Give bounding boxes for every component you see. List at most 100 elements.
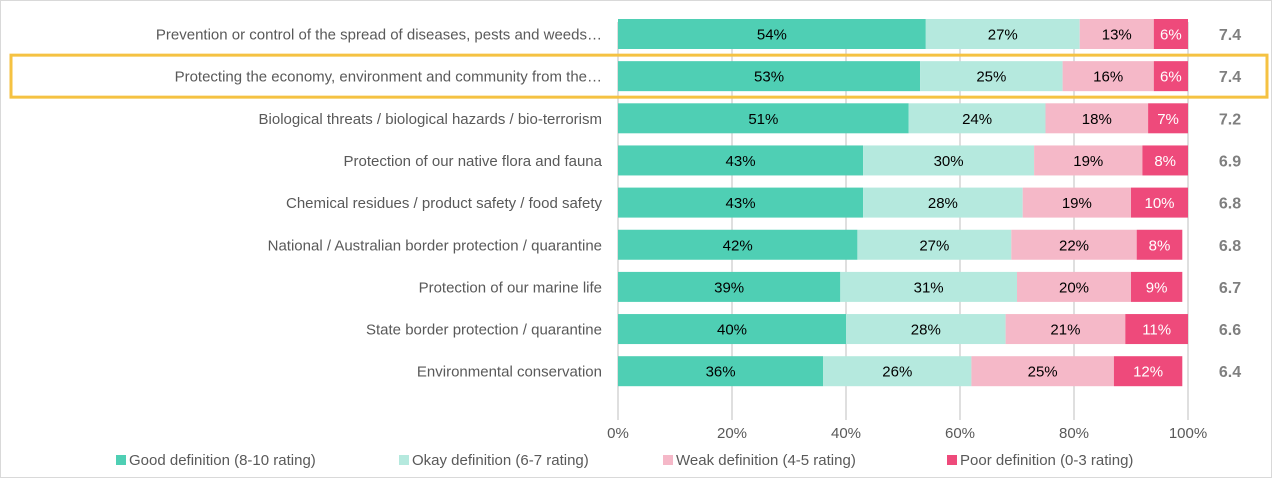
bar-segment-weak: [1079, 19, 1154, 49]
category-label: Protection of our marine life: [419, 279, 602, 296]
bar-segment-okay: [920, 61, 1063, 92]
bar-segment-weak: [1022, 187, 1131, 218]
data-label: 43%: [726, 153, 756, 170]
bar-segment-good: [618, 187, 864, 218]
category-label: Protecting the economy, environment and …: [175, 69, 602, 86]
category-label: National / Australian border protection …: [268, 237, 602, 254]
bar-segment-weak: [1045, 103, 1149, 134]
highlight-box-outline: [9, 53, 1269, 99]
data-label: 42%: [723, 237, 753, 254]
bar-segment-weak: [1062, 61, 1154, 92]
data-label: 27%: [919, 237, 949, 254]
category-label: Biological threats / biological hazards …: [259, 111, 602, 128]
data-label: 13%: [1102, 27, 1132, 44]
bar-segment-okay: [863, 187, 1023, 218]
bar-segment-poor: [1131, 187, 1188, 218]
data-label: 18%: [1082, 111, 1112, 128]
data-label: 12%: [1133, 364, 1163, 381]
bar-segment-poor: [1148, 103, 1188, 134]
category-label: Protection of our native flora and fauna: [343, 153, 602, 170]
bar-segment-weak: [1017, 271, 1131, 302]
bar-segment-good: [618, 314, 846, 345]
data-label: 8%: [1149, 237, 1171, 254]
category-label: Prevention or control of the spread of d…: [156, 27, 602, 44]
mean-score: 6.7: [1219, 280, 1241, 297]
bar-segment-poor: [1125, 314, 1188, 345]
category-label: Chemical residues / product safety / foo…: [286, 195, 602, 212]
legend-swatch-poor: [947, 455, 957, 465]
data-label: 22%: [1059, 237, 1089, 254]
mean-score: 6.8: [1219, 196, 1241, 213]
mean-scores: 7.4 7.4 7.2 6.9 6.8 6.8 6.7 6.6 6.4: [1219, 27, 1241, 381]
x-tick-label: 60%: [945, 425, 975, 442]
bar-segment-okay: [846, 314, 1006, 345]
mean-score: 6.8: [1219, 238, 1241, 255]
x-tick-label: 80%: [1059, 425, 1089, 442]
bar-segment-poor: [1113, 356, 1183, 387]
legend: Good definition (8-10 rating) Okay defini…: [116, 452, 1133, 469]
legend-label: Poor definition (0-3 rating): [960, 452, 1133, 469]
bar-segment-good: [618, 271, 841, 302]
bar-segment-poor: [1136, 229, 1183, 260]
data-label: 20%: [1059, 279, 1089, 296]
category-label: Environmental conservation: [417, 364, 602, 381]
bar-segment-weak: [1005, 314, 1126, 345]
mean-score: 7.2: [1219, 111, 1241, 128]
data-label: 54%: [757, 27, 787, 44]
bars: 54% 27% 13% 6% 53% 25% 16% 6% 51% 24% 18% 7% 43% 30% 1…: [618, 19, 1188, 387]
legend-label: Good definition (8-10 rating): [129, 452, 316, 469]
data-label: 36%: [706, 364, 736, 381]
data-label: 24%: [962, 111, 992, 128]
bar-segment-weak: [1011, 229, 1137, 260]
x-tick-label: 100%: [1169, 425, 1207, 442]
bar-segment-good: [618, 145, 864, 176]
mean-score: 7.4: [1219, 69, 1241, 86]
data-label: 8%: [1154, 153, 1176, 170]
legend-swatch-weak: [663, 455, 673, 465]
data-label: 19%: [1062, 195, 1092, 212]
data-label: 51%: [748, 111, 778, 128]
data-label: 43%: [726, 195, 756, 212]
data-label: 7%: [1157, 111, 1179, 128]
category-labels: Prevention or control of the spread of d…: [156, 27, 603, 381]
data-label: 6%: [1160, 27, 1182, 44]
data-label: 30%: [934, 153, 964, 170]
legend-label: Okay definition (6-7 rating): [412, 452, 589, 469]
bar-segment-good: [618, 229, 858, 260]
data-label: 31%: [914, 279, 944, 296]
data-label: 39%: [714, 279, 744, 296]
bar-segment-okay: [823, 356, 972, 387]
bar-segment-weak: [1034, 145, 1143, 176]
bar-segment-okay: [925, 19, 1080, 49]
bar-segment-poor: [1153, 19, 1188, 49]
legend-swatch-good: [116, 455, 126, 465]
data-label: 6%: [1160, 69, 1182, 86]
highlight-box: [9, 53, 1269, 99]
data-label: 25%: [976, 69, 1006, 86]
mean-score: 6.6: [1219, 322, 1241, 339]
legend-label: Weak definition (4-5 rating): [676, 452, 856, 469]
bar-segment-poor: [1153, 61, 1188, 92]
bar-segment-good: [618, 19, 926, 49]
bar-segment-okay: [857, 229, 1012, 260]
data-label: 28%: [928, 195, 958, 212]
data-label: 19%: [1073, 153, 1103, 170]
x-tick-label: 40%: [831, 425, 861, 442]
data-label: 10%: [1144, 195, 1174, 212]
x-axis-ticks: 0% 20% 40% 60% 80% 100%: [607, 425, 1207, 442]
bar-segment-okay: [863, 145, 1035, 176]
bar-segment-weak: [971, 356, 1114, 387]
bar-segment-good: [618, 103, 909, 134]
bar-segment-poor: [1142, 145, 1188, 176]
x-tick-label: 0%: [607, 425, 629, 442]
bar-segment-good: [618, 356, 824, 387]
category-label: State border protection / quarantine: [366, 322, 602, 339]
data-label: 53%: [754, 69, 784, 86]
x-tick-label: 20%: [717, 425, 747, 442]
data-label: 28%: [911, 322, 941, 339]
mean-score: 6.4: [1219, 364, 1241, 381]
data-label: 26%: [882, 364, 912, 381]
data-label: 40%: [717, 322, 747, 339]
